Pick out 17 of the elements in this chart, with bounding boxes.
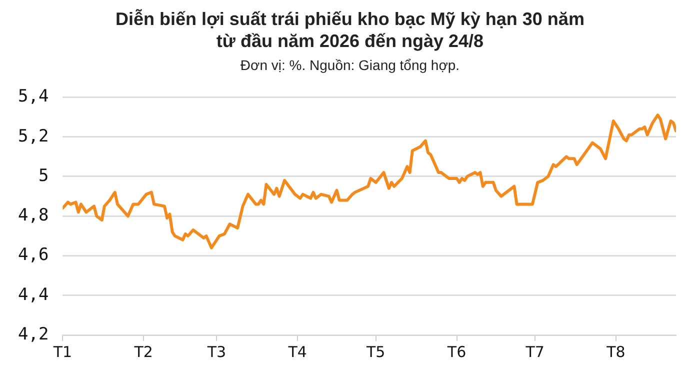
x-tick-label: T8 (606, 342, 626, 361)
y-tick-label: 4,2 (18, 324, 49, 344)
chart-subtitle: Đơn vị: %. Nguồn: Giang tổng hợp. (239, 57, 461, 73)
y-tick-label: 5,2 (18, 126, 49, 146)
x-tick-label: T6 (446, 342, 466, 361)
x-tick-label: T4 (287, 342, 307, 361)
x-tick-label: T3 (206, 342, 226, 361)
x-tick-label: T5 (366, 342, 386, 361)
y-tick-label: 4,8 (18, 206, 49, 226)
x-tick-label: T2 (133, 342, 153, 361)
y-tick-label: 4,6 (18, 245, 49, 266)
y-tick-label: 5,4 (18, 86, 49, 107)
y-tick-label: 5 (38, 166, 49, 186)
x-tick-label: T1 (52, 342, 72, 361)
chart-title: Diễn biến lợi suất trái phiếu kho bạc Mỹ kỳ hạn 30 năm từ đầu năm 2026 đến ngày 24/8 (114, 8, 586, 52)
y-tick-label: 4,4 (18, 284, 49, 305)
x-tick-label: T7 (524, 342, 544, 361)
